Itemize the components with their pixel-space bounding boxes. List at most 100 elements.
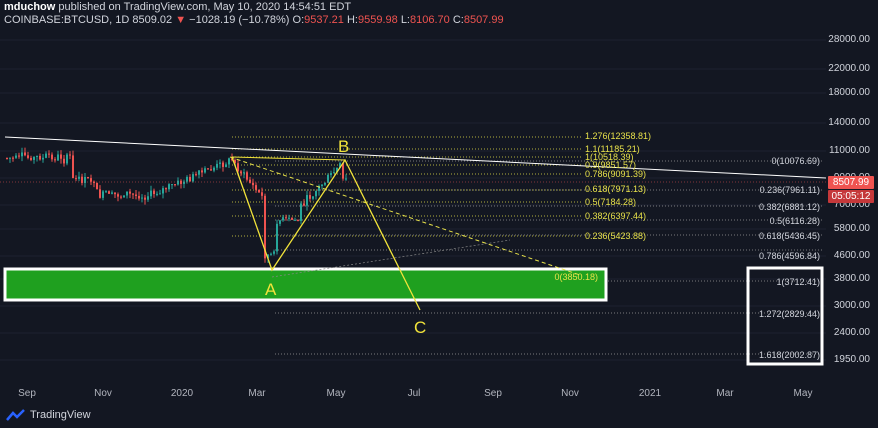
candle-body	[144, 197, 146, 200]
tradingview-logo-icon[interactable]	[6, 409, 26, 421]
close-value: 8507.99	[463, 14, 504, 26]
price-tick: 18000.00	[828, 87, 870, 98]
candle-body	[309, 195, 311, 199]
candle-body	[21, 152, 23, 157]
candle-body	[201, 170, 203, 173]
candle-body	[51, 154, 53, 160]
open-value: 9537.21	[304, 14, 344, 26]
candle-body	[129, 191, 131, 194]
candle-body	[198, 170, 200, 175]
candle-body	[117, 194, 119, 197]
fib-ab-level: 0.786(9091.39)	[585, 169, 647, 179]
dotted-guide	[271, 239, 511, 278]
fib-ab-level: 0.382(6397.44)	[585, 211, 647, 221]
candle-body	[195, 174, 197, 176]
candle-body	[294, 219, 296, 221]
fib-right-level: 1.272(2829.44)	[758, 309, 820, 319]
candle-body	[138, 195, 140, 199]
candle-body	[192, 174, 194, 182]
candle-body	[72, 155, 74, 179]
symbol[interactable]: COINBASE:BTCUSD, 1D	[4, 14, 130, 26]
author[interactable]: mduchow	[4, 1, 56, 13]
published-text: published on TradingView.com, May 10, 20…	[58, 1, 352, 13]
price-tick: 1950.00	[833, 354, 870, 365]
candle-body	[9, 157, 11, 159]
price-tick: 5800.00	[833, 223, 870, 234]
candle-body	[168, 184, 170, 190]
candle-body	[186, 176, 188, 182]
candle-body	[288, 217, 290, 219]
fib-ab-level: 0.5(7184.28)	[585, 197, 637, 207]
price-tick: 3800.00	[833, 273, 870, 284]
candle-body	[84, 177, 86, 183]
candle-body	[222, 162, 224, 167]
candle-body	[219, 162, 221, 164]
chart-plot[interactable]	[0, 30, 826, 378]
support-zone	[3, 267, 608, 302]
low-label: L:	[400, 14, 410, 26]
countdown-tag: 05:05:12	[828, 190, 874, 203]
candle-body	[171, 184, 173, 186]
fib-right-level: 0.618(5436.45)	[758, 231, 820, 241]
fib-right-level: 1(3712.41)	[776, 277, 820, 287]
candle-body	[6, 158, 8, 159]
candle-body	[15, 155, 17, 158]
candle-body	[78, 176, 80, 179]
target-box	[746, 266, 824, 366]
candle-body	[267, 254, 269, 259]
candle-body	[282, 217, 284, 221]
fib-right-level: 0.382(6881.12)	[758, 202, 820, 212]
pattern-top-line	[231, 156, 346, 161]
candle-body	[246, 172, 248, 180]
candle-body	[153, 190, 155, 195]
change-arrow: ▼	[175, 14, 187, 26]
wave-label-a: A	[265, 280, 277, 299]
candle-body	[300, 203, 302, 221]
candle-body	[183, 181, 185, 184]
fib-right-level: 1.618(2002.87)	[758, 350, 820, 360]
candle-body	[69, 154, 71, 156]
candle-body	[162, 188, 164, 194]
time-tick: May	[793, 388, 813, 399]
candle-body	[270, 253, 272, 255]
trendline	[4, 136, 826, 179]
fib-ab-level: 0.236(5423.88)	[585, 231, 647, 241]
candle-body	[150, 190, 152, 197]
candle-body	[306, 195, 308, 206]
candle-body	[54, 159, 56, 161]
candle-body	[216, 163, 218, 168]
candle-body	[27, 155, 29, 158]
candle-body	[189, 176, 191, 182]
last-price-tag: 8507.99	[828, 176, 874, 189]
candle-body	[252, 182, 254, 186]
candle-body	[165, 188, 167, 190]
price-tick: 4600.00	[833, 250, 870, 261]
fib-ab-level: 1.276(12358.81)	[585, 131, 652, 141]
candle-body	[159, 193, 161, 195]
candle-body	[93, 181, 95, 183]
time-tick: Jul	[407, 388, 421, 399]
candle-body	[30, 157, 32, 160]
candle-body	[177, 180, 179, 185]
time-tick: Sep	[484, 388, 502, 399]
candle-body	[18, 155, 20, 157]
price-tick: 3000.00	[833, 300, 870, 311]
candle-body	[57, 154, 59, 161]
fib-right-level: 0.786(4596.84)	[758, 251, 820, 261]
candle-body	[132, 193, 134, 195]
brand-name[interactable]: TradingView	[30, 409, 91, 421]
candle-body	[96, 182, 98, 190]
publish-info: mduchow published on TradingView.com, Ma…	[4, 1, 351, 13]
candle-body	[324, 182, 326, 185]
candle-body	[279, 220, 281, 224]
candle-body	[39, 155, 41, 160]
wave-label-c: C	[414, 318, 427, 337]
candle-body	[123, 195, 125, 198]
candle-body	[90, 178, 92, 182]
candle-body	[291, 217, 293, 220]
fib-ab-level: 0.618(7971.13)	[585, 184, 647, 194]
change: −1028.19 (−10.78%)	[189, 14, 290, 26]
candle-body	[255, 185, 257, 190]
fib-ab-level: 0(3850.18)	[554, 272, 598, 282]
wave-label-b: B	[338, 137, 350, 156]
